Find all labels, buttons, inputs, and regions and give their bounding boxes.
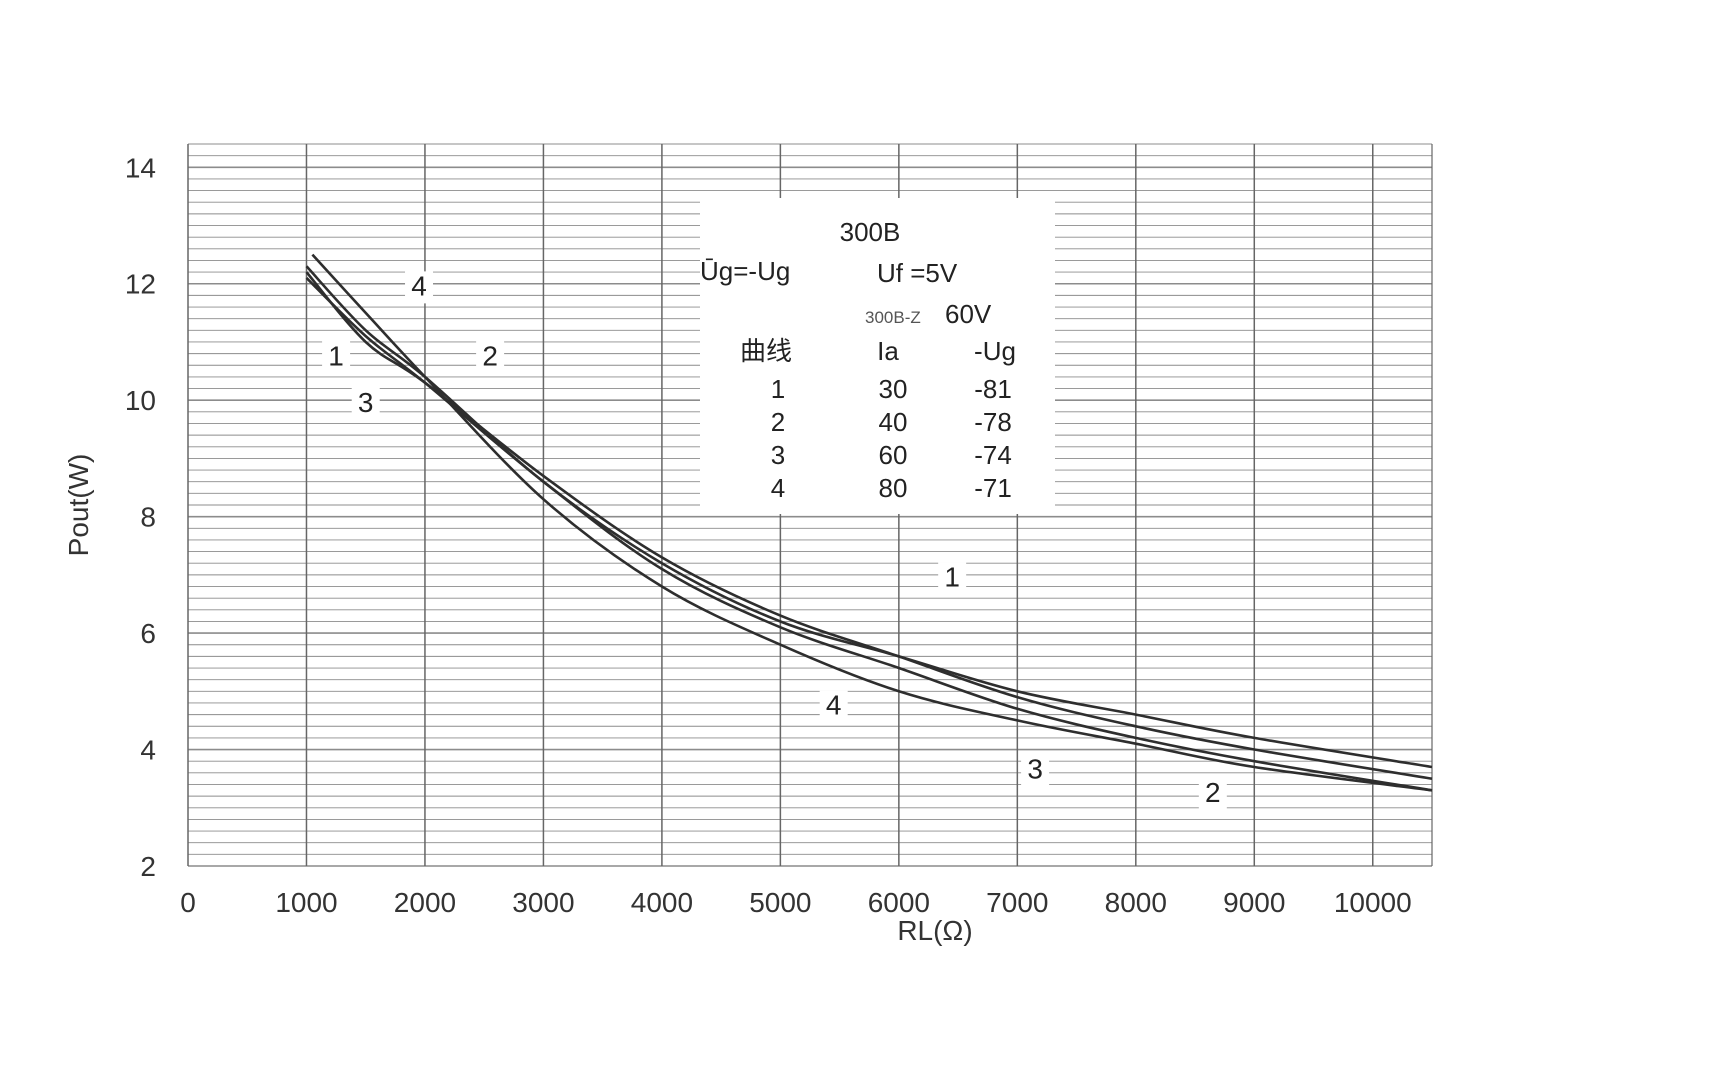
legend-col-curve: 曲线 [740,336,792,366]
curve-label-background [1021,754,1050,787]
curve-label-background [405,271,434,304]
x-tick-label: 3000 [512,887,574,918]
x-tick-label: 0 [180,887,196,918]
legend-voltage-note: 60V [945,299,992,329]
x-axis-title: RL(Ω) [897,915,972,946]
y-tick-label: 14 [125,152,156,183]
x-tick-label: 9000 [1223,887,1285,918]
curve-label: 4 [411,270,427,301]
legend-grid-bias-note: Ūg=-Ug [700,256,790,286]
legend-cell: 80 [879,473,908,503]
legend-col-ug: -Ug [974,336,1016,366]
legend-cell: 60 [879,440,908,470]
legend-cell: 4 [771,473,785,503]
y-axis-title: Pout(W) [63,454,94,557]
x-tick-label: 5000 [749,887,811,918]
curve-label: 3 [358,387,374,418]
curve-label: 1 [944,562,960,593]
curves [305,253,1433,792]
y-tick-label: 4 [140,735,156,766]
legend-col-ia: Ia [877,336,899,366]
legend-cell: 2 [771,407,785,437]
legend-rows: 1 30 -81 2 40 -78 3 60 -74 4 80 -71 [771,374,1012,503]
y-tick-label: 8 [140,502,156,533]
legend-box: 300B Ūg=-Ug Uf =5V 300B-Z 60V 曲线 Ia -Ug … [700,198,1055,514]
legend-cell: -78 [974,407,1012,437]
curve-label-background [938,562,967,595]
legend-filament-voltage: Uf =5V [877,258,958,288]
curve-label: 3 [1027,754,1043,785]
x-tick-label: 4000 [631,887,693,918]
legend-cell: -74 [974,440,1012,470]
curve-label-background [476,341,505,374]
legend-cell: 1 [771,374,785,404]
curve-label: 4 [826,690,842,721]
x-tick-label: 7000 [986,887,1048,918]
legend-cell: -81 [974,374,1012,404]
y-tick-label: 12 [125,269,156,300]
legend-title: 300B [840,217,901,247]
curve-label-background [1198,777,1227,810]
series-line-4 [311,253,1433,792]
curve-label-background [819,690,848,723]
legend-model-note: 300B-Z [865,308,921,327]
tick-labels: 0 1000 2000 3000 4000 5000 6000 7000 8000 9000 100… [125,152,1412,918]
curve-label: 1 [328,340,344,371]
legend-cell: -71 [974,473,1012,503]
curve-label-background [322,341,351,374]
y-tick-label: 6 [140,618,156,649]
curve-label: 2 [482,340,498,371]
legend-cell: 3 [771,440,785,470]
legend-background [700,198,1055,514]
x-tick-label: 1000 [275,887,337,918]
x-tick-label: 10000 [1334,887,1412,918]
x-tick-label: 2000 [394,887,456,918]
y-tick-label: 2 [140,851,156,882]
series-line-3 [305,271,1433,780]
legend-cell: 30 [879,374,908,404]
x-tick-label: 8000 [1105,887,1167,918]
y-tick-label: 10 [125,385,156,416]
x-tick-label: 6000 [868,887,930,918]
curve-label-background [351,387,380,420]
curve-label: 2 [1205,777,1221,808]
legend-cell: 40 [879,407,908,437]
